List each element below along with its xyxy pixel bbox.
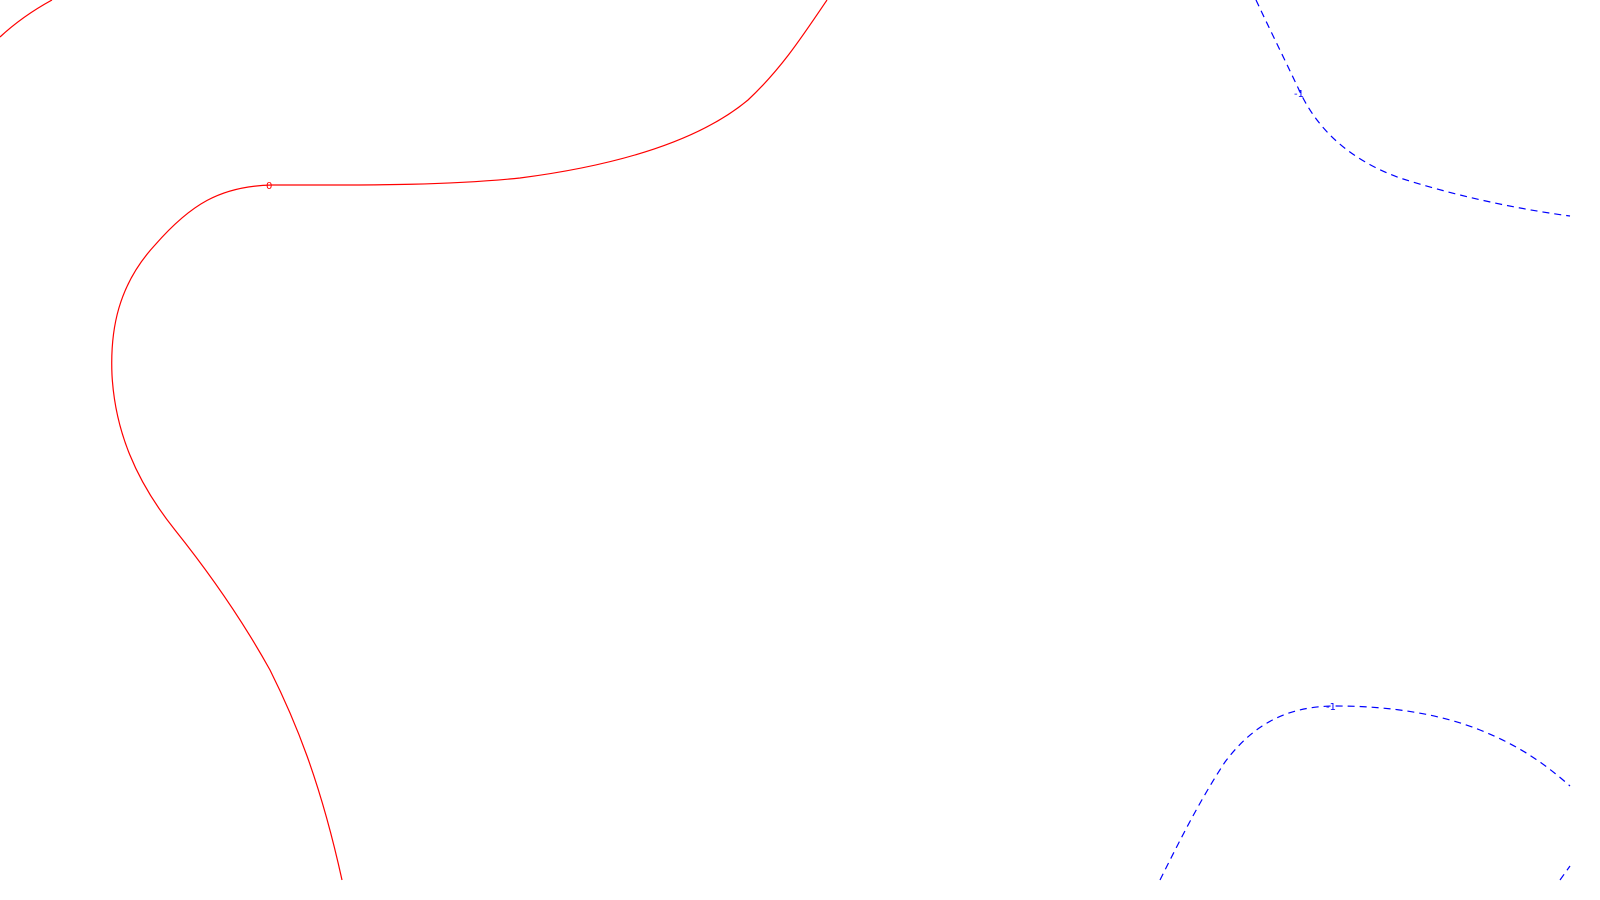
contour-zero-main	[111, 0, 828, 881]
contour-neg1-bottom	[1159, 705, 1571, 881]
contour-neg1-top-label: -1	[1294, 89, 1304, 100]
contour-neg1-top	[1255, 0, 1571, 217]
contour-zero-main-label: 0	[266, 181, 272, 192]
contour-zero-corner	[0, 0, 53, 38]
contour-neg1-edge-fragment	[1559, 865, 1571, 881]
contour-neg1-bottom-label: -1	[1326, 702, 1336, 713]
